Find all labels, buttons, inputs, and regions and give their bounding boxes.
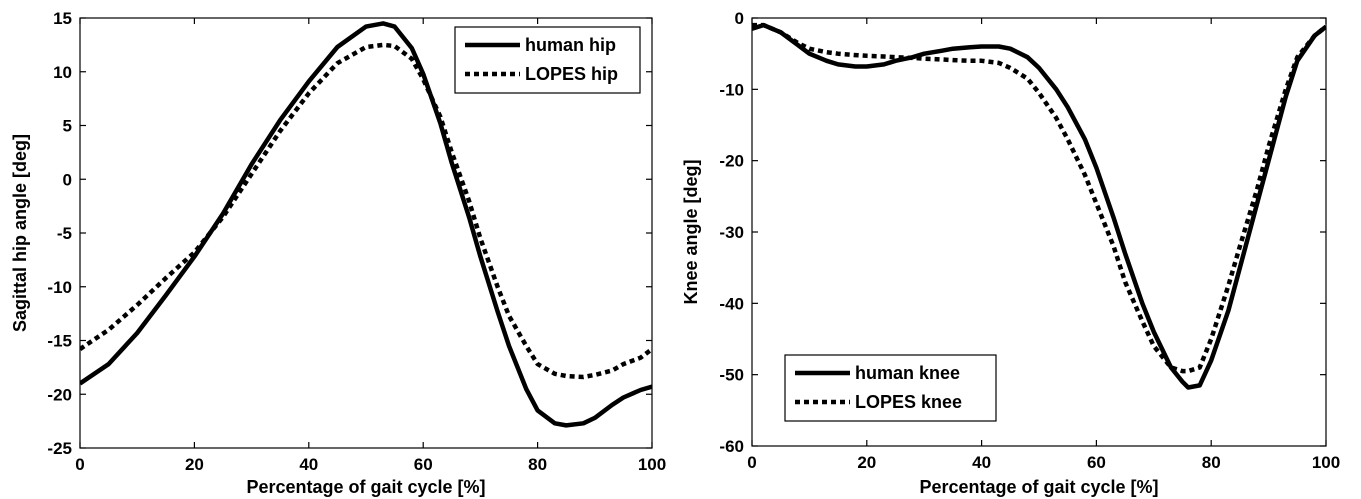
legend-label: human knee: [855, 363, 960, 383]
legend-box: [784, 354, 997, 422]
y-tick-label: -20: [719, 152, 744, 171]
legend: human hip LOPES hip: [454, 26, 641, 94]
legend-label: LOPES hip: [525, 64, 618, 84]
y-axis-label: Knee angle [deg]: [681, 159, 701, 304]
x-axis-label: Percentage of gait cycle [%]: [246, 477, 485, 497]
y-tick-label: -40: [719, 294, 744, 313]
x-tick-label: 40: [972, 453, 991, 472]
x-tick-label: 0: [747, 453, 756, 472]
x-tick-label: 20: [185, 455, 204, 474]
x-tick-label: 0: [75, 455, 84, 474]
y-tick-label: -20: [47, 385, 72, 404]
x-tick-label: 20: [857, 453, 876, 472]
chart-panel-1: 0 20 40 60 80 100 -25 -20 -15 -10 -5 0 5 10 15 Percenta…: [10, 9, 666, 497]
y-tick-label: 0: [63, 170, 72, 189]
x-tick-label: 80: [528, 455, 547, 474]
legend-box: [454, 26, 641, 94]
y-tick-label: -5: [57, 224, 72, 243]
series-line-dotted: [752, 22, 1326, 374]
y-tick-label: 0: [735, 9, 744, 28]
x-tick-label: 40: [299, 455, 318, 474]
y-tick-label: -60: [719, 437, 744, 456]
x-tick-label: 60: [414, 455, 433, 474]
y-tick-label: -15: [47, 332, 72, 351]
y-axis-label: Sagittal hip angle [deg]: [10, 134, 30, 332]
chart-panel-2: 0 20 40 60 80 100 -60 -50 -40 -30 -20 -10 0 Percentag…: [681, 9, 1340, 497]
x-tick-label: 80: [1202, 453, 1221, 472]
x-axis-label: Percentage of gait cycle [%]: [919, 477, 1158, 497]
legend-label: LOPES knee: [855, 392, 962, 412]
legend-label: human hip: [525, 35, 616, 55]
y-tick-label: -10: [719, 80, 744, 99]
y-tick-label: -50: [719, 366, 744, 385]
series-line-solid: [752, 22, 1326, 390]
x-tick-label: 100: [1312, 453, 1340, 472]
series-line-dotted: [80, 42, 652, 380]
y-tick-label: 10: [53, 63, 72, 82]
x-tick-label: 100: [638, 455, 666, 474]
y-tick-label: 15: [53, 9, 72, 28]
legend: human knee LOPES knee: [784, 354, 997, 422]
y-tick-label: -30: [719, 223, 744, 242]
x-tick-label: 60: [1087, 453, 1106, 472]
y-tick-label: 5: [63, 117, 72, 136]
y-tick-label: -10: [47, 278, 72, 297]
y-tick-label: -25: [47, 439, 72, 458]
